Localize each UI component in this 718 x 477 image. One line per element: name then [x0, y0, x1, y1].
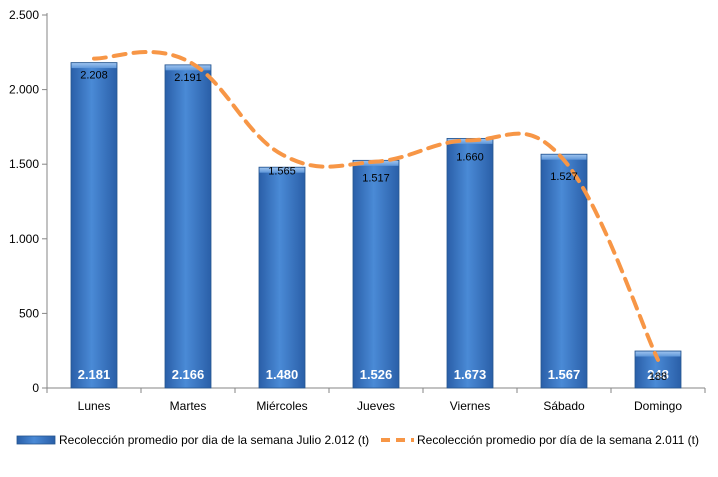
x-tick-label: Sábado	[543, 399, 585, 413]
bar-value-label: 1.567	[548, 367, 581, 382]
x-tick-label: Miércoles	[256, 399, 307, 413]
bar-value-label: 248	[647, 367, 669, 382]
line-value-label: 1.660	[456, 151, 484, 163]
x-tick-label: Jueves	[357, 399, 395, 413]
bar	[540, 153, 588, 389]
x-tick-label: Domingo	[634, 399, 682, 413]
y-tick-label: 2.500	[9, 8, 39, 22]
bar	[258, 166, 306, 389]
bar-value-label: 2.166	[172, 367, 205, 382]
legend-label: Recolección promedio por dia de la seman…	[59, 433, 369, 447]
x-tick-label: Viernes	[450, 399, 490, 413]
y-tick-label: 2.000	[9, 83, 39, 97]
axes: 0 500 1.000 1.500 2.000 2.500 Lunes Martes Miérc…	[9, 8, 706, 413]
bar-value-label: 1.526	[360, 367, 393, 382]
bar-value-label: 1.480	[266, 367, 299, 382]
legend-label: Recolección promedio por día de la seman…	[417, 433, 699, 447]
bar	[352, 159, 400, 389]
bar-value-label: 1.673	[454, 367, 487, 382]
y-tick-label: 1.000	[9, 232, 39, 246]
bar	[164, 64, 212, 389]
line-value-label: 2.208	[80, 70, 108, 82]
line-value-label: 1.527	[550, 171, 578, 183]
x-tick-label: Lunes	[78, 399, 111, 413]
bar	[446, 137, 494, 389]
bar-series	[70, 62, 682, 389]
line-value-label: 1.517	[362, 173, 390, 185]
data-labels: 2.181 2.166 1.480 1.526 1.673 1.567 248 2.208 2.…	[78, 70, 669, 383]
legend-item-line: Recolección promedio por día de la seman…	[381, 433, 699, 447]
line-value-label: 1.565	[268, 166, 296, 178]
line-value-label: 2.191	[174, 72, 202, 84]
line-series-path	[92, 49, 660, 362]
x-tick-label: Martes	[170, 399, 207, 413]
y-tick-label: 1.500	[9, 157, 39, 171]
bar	[70, 62, 118, 389]
line-series	[92, 49, 660, 362]
y-tick-label: 500	[19, 306, 39, 320]
legend-item-bar: Recolección promedio por dia de la seman…	[16, 433, 369, 447]
legend: Recolección promedio por dia de la seman…	[16, 433, 699, 447]
line-value-label: 188	[649, 371, 667, 383]
bar-value-label: 2.181	[78, 367, 111, 382]
legend-swatch-bar	[16, 435, 56, 445]
y-tick-label: 0	[32, 381, 39, 395]
